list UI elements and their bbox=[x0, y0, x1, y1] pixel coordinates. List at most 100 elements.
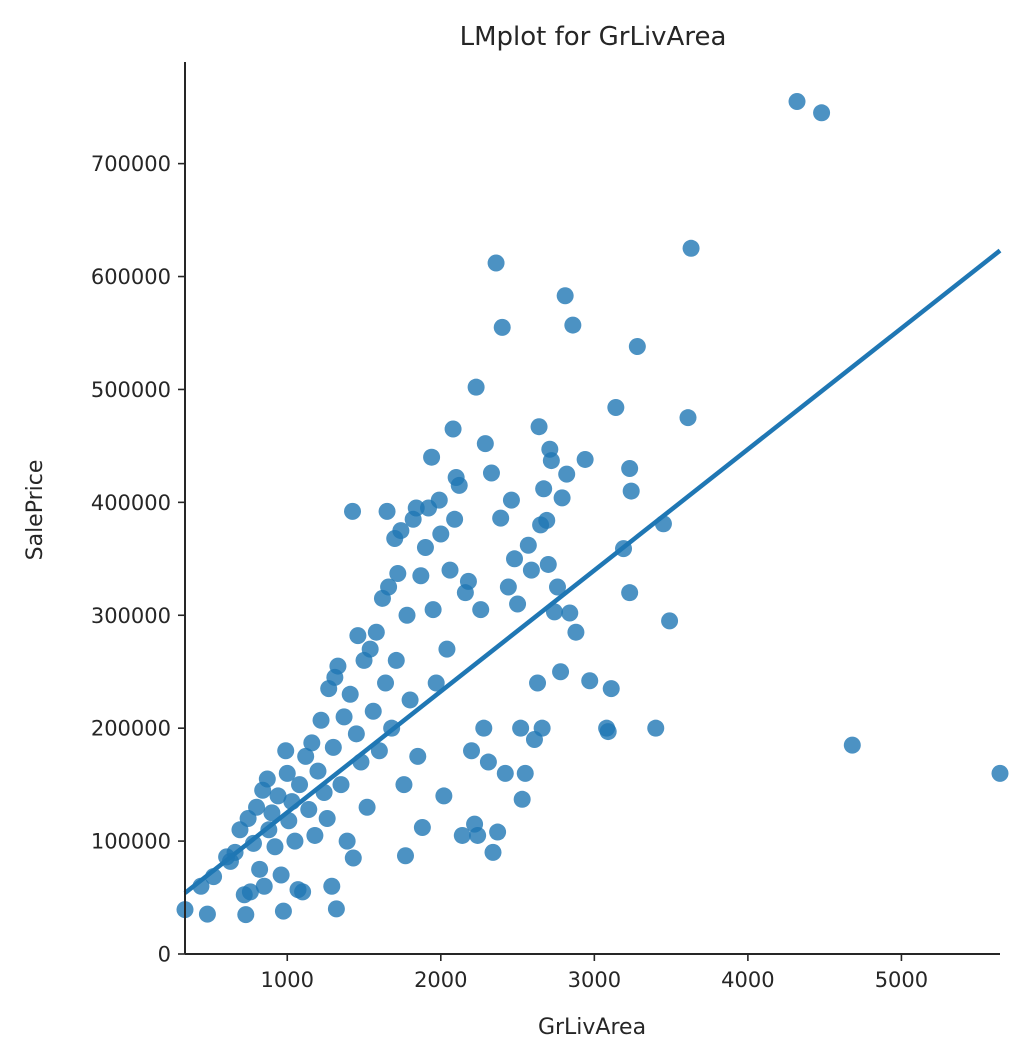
y-tick-label: 0 bbox=[158, 943, 171, 967]
scatter-point bbox=[255, 877, 273, 895]
scatter-point bbox=[581, 672, 599, 690]
scatter-point bbox=[332, 776, 350, 794]
scatter-point bbox=[522, 561, 540, 579]
scatter-point bbox=[244, 834, 262, 852]
y-tick-label: 400000 bbox=[91, 491, 171, 515]
scatter-point bbox=[347, 725, 365, 743]
scatter-point bbox=[516, 764, 534, 782]
scatter-point bbox=[661, 612, 679, 630]
scatter-point bbox=[493, 318, 511, 336]
scatter-point bbox=[309, 762, 327, 780]
scatter-point bbox=[647, 719, 665, 737]
scatter-point bbox=[226, 843, 244, 861]
scatter-point bbox=[499, 578, 517, 596]
scatter-point bbox=[286, 832, 304, 850]
scatter-point bbox=[409, 747, 427, 765]
scatter-point bbox=[377, 674, 395, 692]
scatter-point bbox=[272, 866, 290, 884]
scatter-point bbox=[205, 868, 223, 886]
scatter-point bbox=[602, 680, 620, 698]
scatter-point bbox=[389, 564, 407, 582]
scatter-point bbox=[423, 448, 441, 466]
scatter-point bbox=[241, 883, 259, 901]
scatter-point bbox=[324, 738, 342, 756]
scatter-point bbox=[378, 502, 396, 520]
scatter-point bbox=[553, 489, 571, 507]
scatter-point bbox=[412, 567, 430, 585]
scatter-point bbox=[198, 905, 216, 923]
scatter-point bbox=[463, 742, 481, 760]
scatter-point bbox=[654, 515, 672, 533]
scatter-point bbox=[459, 572, 477, 590]
scatter-point bbox=[392, 522, 410, 540]
x-axis-label: GrLivArea bbox=[538, 1015, 646, 1040]
scatter-point bbox=[398, 606, 416, 624]
y-tick-label: 200000 bbox=[91, 717, 171, 741]
scatter-point bbox=[341, 685, 359, 703]
scatter-point bbox=[306, 826, 324, 844]
scatter-point bbox=[539, 555, 557, 573]
scatter-point bbox=[383, 719, 401, 737]
scatter-point bbox=[315, 784, 333, 802]
x-tick-label: 4000 bbox=[721, 968, 774, 992]
scatter-point bbox=[519, 536, 537, 554]
scatter-point bbox=[364, 702, 382, 720]
scatter-point bbox=[482, 464, 500, 482]
scatter-point bbox=[476, 435, 494, 453]
scatter-point bbox=[416, 539, 434, 557]
scatter-point bbox=[358, 798, 376, 816]
scatter-point bbox=[441, 561, 459, 579]
scatter-point bbox=[469, 826, 487, 844]
scatter-point bbox=[599, 723, 617, 741]
scatter-point bbox=[509, 595, 527, 613]
x-ticks: 1000 2000 3000 4000 5000 bbox=[261, 954, 928, 992]
scatter-point bbox=[682, 239, 700, 257]
scatter-point bbox=[430, 491, 448, 509]
scatter-point bbox=[344, 849, 362, 867]
scatter-point bbox=[475, 719, 493, 737]
scatter-point bbox=[438, 640, 456, 658]
scatter-point bbox=[548, 578, 566, 596]
scatter-point bbox=[318, 810, 336, 828]
scatter-point bbox=[380, 578, 398, 596]
scatter-point bbox=[370, 742, 388, 760]
scatter-point bbox=[489, 823, 507, 841]
scatter-point bbox=[512, 719, 530, 737]
scatter-point bbox=[269, 787, 287, 805]
scatter-point bbox=[496, 764, 514, 782]
scatter-point bbox=[535, 480, 553, 498]
scatter-point bbox=[237, 906, 255, 924]
scatter-point bbox=[395, 776, 413, 794]
y-axis-label: SalePrice bbox=[23, 460, 48, 561]
scatter-point bbox=[387, 651, 405, 669]
scatter-point bbox=[401, 691, 419, 709]
scatter-point bbox=[294, 883, 312, 901]
scatter-point bbox=[367, 623, 385, 641]
scatter-point bbox=[513, 790, 531, 808]
scatter-point bbox=[260, 821, 278, 839]
scatter-point bbox=[323, 877, 341, 895]
scatter-point bbox=[621, 459, 639, 477]
scatter-point bbox=[278, 764, 296, 782]
scatter-point bbox=[991, 764, 1009, 782]
scatter-point bbox=[413, 819, 431, 837]
scatter-point bbox=[303, 734, 321, 752]
scatter-point bbox=[788, 93, 806, 111]
scatter-point bbox=[558, 465, 576, 483]
y-tick-label: 100000 bbox=[91, 830, 171, 854]
scatter-point bbox=[432, 525, 450, 543]
scatter-point bbox=[479, 753, 497, 771]
y-ticks: 0 100000 200000 300000 400000 500000 600000 700… bbox=[91, 152, 185, 967]
scatter-point bbox=[312, 711, 330, 729]
scatter-point bbox=[361, 640, 379, 658]
chart-title: LMplot for GrLivArea bbox=[460, 22, 727, 52]
scatter-point bbox=[446, 510, 464, 528]
scatter-point bbox=[552, 663, 570, 681]
scatter-point bbox=[338, 832, 356, 850]
scatter-point bbox=[435, 787, 453, 805]
scatter-point bbox=[564, 316, 582, 334]
scatter-point bbox=[622, 482, 640, 500]
scatter-point bbox=[679, 409, 697, 427]
scatter-point bbox=[407, 499, 425, 517]
